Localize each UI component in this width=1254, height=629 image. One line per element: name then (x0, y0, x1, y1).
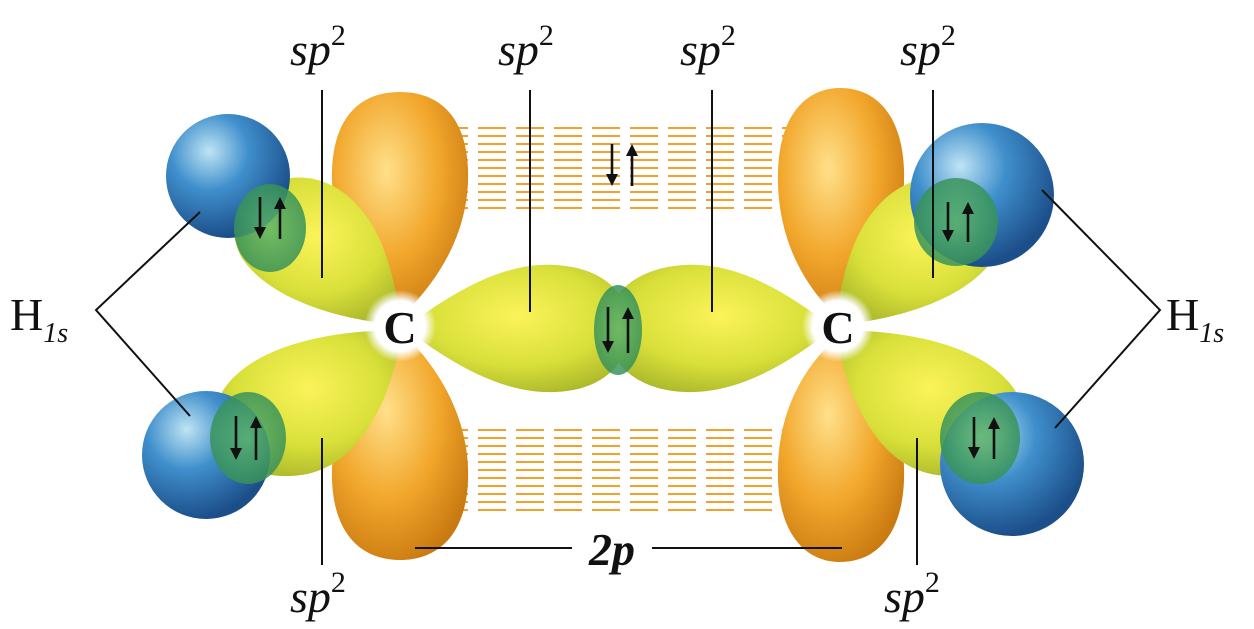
electron-pair (230, 416, 262, 460)
label-sp2-upper-left: sp2 (290, 19, 346, 75)
right-carbon-sigma-sp2-lobe (606, 264, 834, 393)
right-carbon-label: C (821, 302, 854, 353)
leader-h1s-left (94, 211, 201, 417)
left-carbon-glow (364, 290, 436, 362)
spin-down-arrowhead (942, 230, 954, 242)
left-carbon-label: C (383, 302, 416, 353)
ch-overlap-upper-left (234, 184, 306, 272)
spin-down-arrowhead (254, 227, 266, 239)
left-carbon-sigma-sp2-lobe (404, 264, 630, 393)
spin-down-arrowhead (968, 447, 980, 459)
spin-up-arrowhead (622, 307, 634, 319)
label-h1s-left: H1s (10, 289, 68, 349)
spin-up-arrowhead (962, 202, 974, 214)
electron-pair (942, 202, 974, 242)
label-leader-lines (94, 90, 1162, 565)
label-sp2-upper-right: sp2 (900, 19, 956, 75)
electron-pair (254, 197, 286, 239)
spin-down-arrowhead (230, 448, 242, 460)
ch-overlap-lower-left (210, 392, 286, 484)
label-sp2-center-left: sp2 (498, 19, 554, 75)
spin-down-arrowhead (602, 341, 614, 353)
label-sp2-lower-left: sp2 (290, 566, 346, 622)
electron-pair (602, 307, 634, 353)
pi-bond-dashes-bottom (440, 429, 790, 511)
spin-up-arrowhead (988, 417, 1000, 429)
spin-up-arrowhead (274, 197, 286, 209)
spin-down-arrowhead (606, 174, 618, 186)
electron-pair (968, 417, 1000, 459)
label-2p: 2p (588, 524, 635, 575)
label-sp2-center-right: sp2 (680, 19, 736, 75)
leader-h1s-right (1041, 189, 1162, 429)
electron-pair (606, 144, 638, 186)
right-carbon-glow (802, 290, 874, 362)
carbon-carbon-sigma-overlap (594, 285, 642, 375)
label-sp2-lower-right: sp2 (884, 566, 940, 622)
pi-bond-dashes-top (440, 127, 790, 209)
spin-up-arrowhead (626, 144, 638, 156)
electron-pair-arrows (230, 144, 1000, 460)
ch-overlap-lower-right (940, 392, 1020, 484)
ch-overlap-upper-right (914, 178, 998, 266)
label-h1s-right: H1s (1166, 289, 1224, 349)
spin-up-arrowhead (250, 416, 262, 428)
